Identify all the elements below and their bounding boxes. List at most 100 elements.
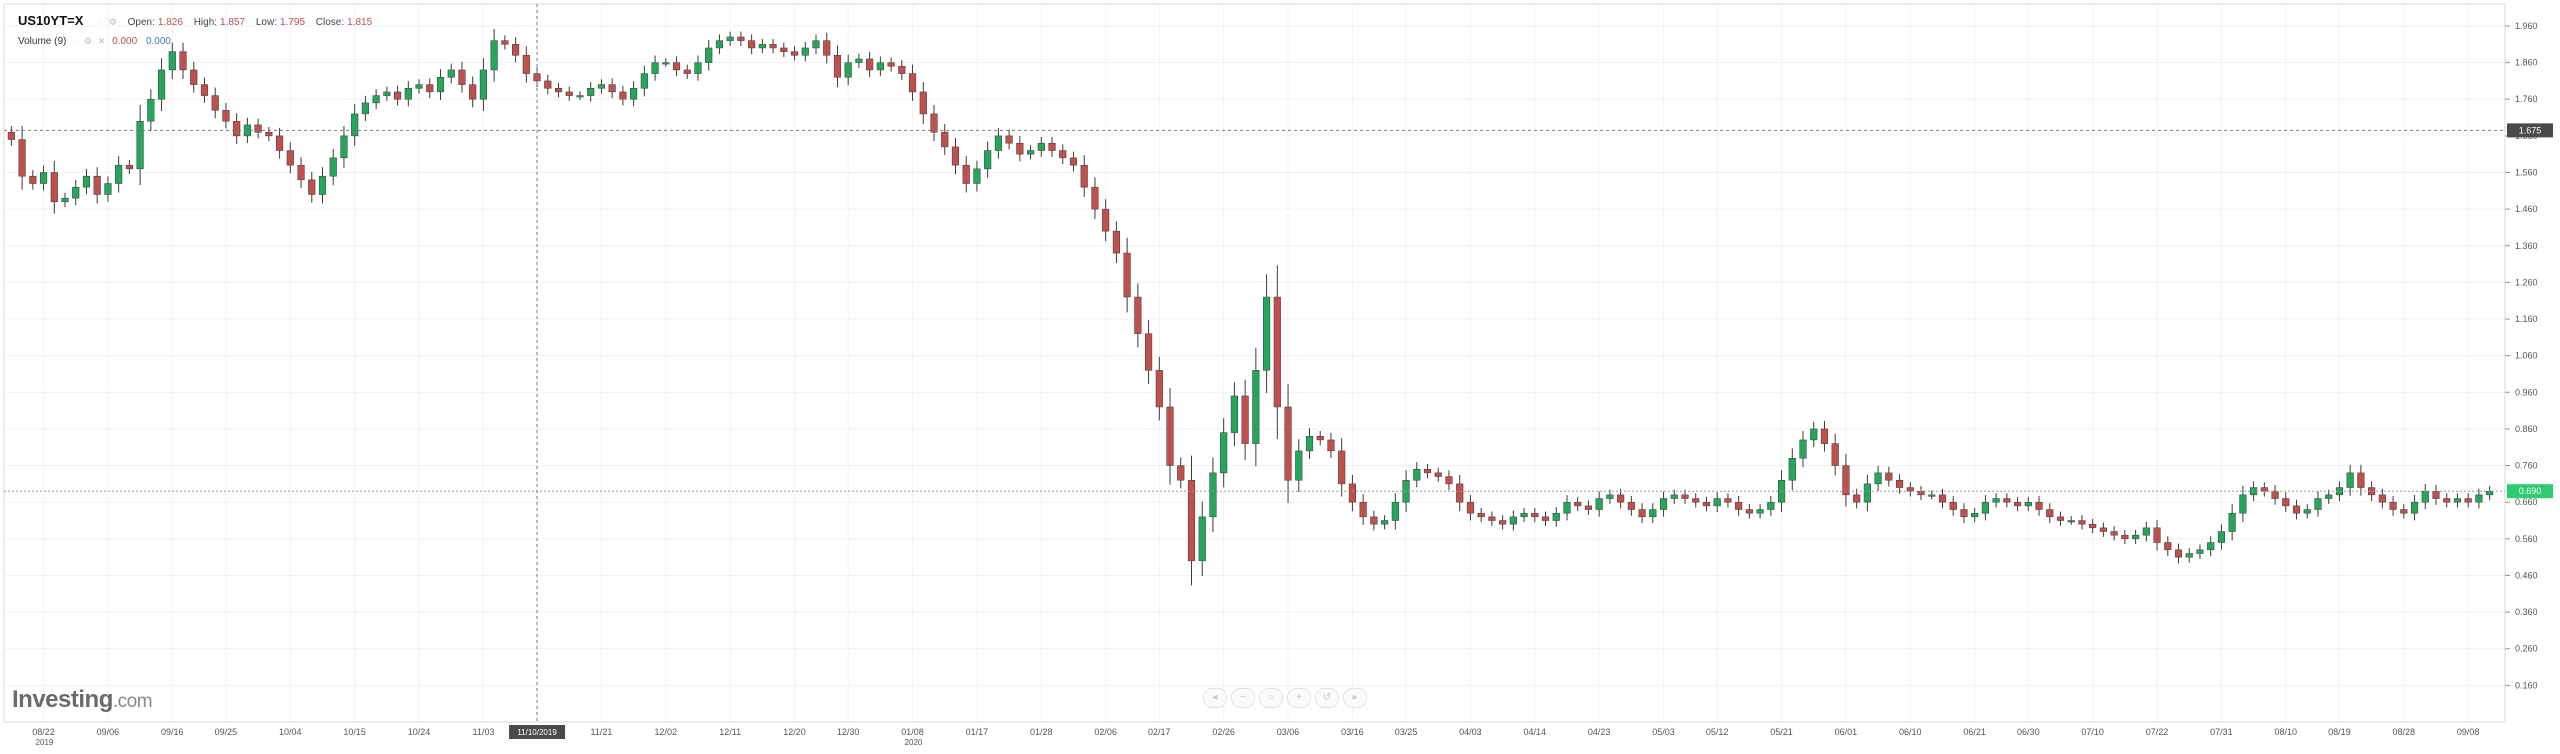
x-year-label: 2020 [905,738,923,747]
candle [705,39,713,71]
candle-body [694,62,702,74]
crosshair-date-label: 11/10/2019 [517,728,557,737]
candle [1445,470,1453,491]
candle-body [157,69,166,100]
candle [72,180,80,206]
candle-body [458,69,466,85]
candle-body [597,84,606,89]
candle [2014,496,2022,512]
candle [1863,474,1871,512]
candle-body [1466,501,1475,514]
candle-body [318,175,327,195]
candle-body [275,135,284,151]
candle [1423,463,1432,479]
candle-body [1810,428,1818,441]
x-tick-label: 12/02 [655,727,678,737]
candle-body [168,51,176,71]
candle [951,137,960,175]
candle-body [2153,527,2161,543]
candle [1574,496,1582,512]
last-price-label: 0.690 [2519,486,2542,496]
candle-body [2239,494,2247,514]
candle [1938,488,1947,509]
candle-body [2453,498,2462,503]
candle-body [2174,549,2183,558]
candle [576,91,584,100]
candle-body [1059,150,1067,159]
candle [844,54,852,86]
reset-icon[interactable]: ↺ [1315,688,1339,708]
volume-settings-icon[interactable]: ⚙ [83,36,92,46]
candle [1659,491,1668,517]
candle [254,118,262,139]
candle-body [1252,370,1260,444]
candle [2121,529,2129,545]
candle-body [222,109,230,122]
candle-body [1359,501,1367,518]
candle [855,53,863,68]
x-tick-label: 03/16 [1341,727,1364,737]
x-tick-label: 05/03 [1652,727,1675,737]
y-tick-label: 0.760 [2515,461,2538,471]
candle [1091,177,1099,220]
candle [630,81,638,107]
candle-body [812,40,820,49]
zoom-out-icon[interactable]: − [1231,688,1255,708]
x-tick-label: 09/25 [215,727,238,737]
candle [1788,448,1796,491]
candle-body [930,113,938,133]
candle [1702,496,1711,512]
candle-body [211,95,219,111]
scroll-left-icon[interactable]: ◂ [1203,688,1227,708]
candle-body [1853,494,1861,503]
x-tick-label: 04/23 [1588,727,1611,737]
candle [1584,500,1593,515]
candle [2239,485,2247,523]
volume-eye-icon[interactable]: ◌ [72,36,78,46]
candle [147,89,155,132]
candle [479,58,487,111]
candle [2400,504,2408,519]
candle [898,60,906,80]
candle [2024,496,2032,512]
candle-body [2346,472,2354,488]
candle-body [469,84,477,100]
x-tick-label: 06/21 [1963,727,1986,737]
candle-body [619,91,627,100]
zoom-icon[interactable]: ○ [1259,688,1283,708]
candle [2132,529,2140,545]
candle [2174,543,2183,564]
candle-body [1949,501,1957,510]
eye-icon[interactable]: ◌ [97,17,103,27]
volume-label: Volume (9) [18,36,67,47]
candle [2292,499,2301,520]
candle [125,159,133,175]
candle [501,35,509,50]
scroll-right-icon[interactable]: ▸ [1343,688,1367,708]
candle [1338,438,1346,497]
candle [93,167,101,204]
volume-close-icon[interactable]: ✕ [97,36,106,46]
candle [50,160,58,214]
x-tick-label: 07/31 [2210,727,2233,737]
settings-icon[interactable]: ⚙ [108,17,117,27]
candle [426,78,434,99]
zoom-in-icon[interactable]: + [1287,688,1311,708]
candle-body [2142,527,2150,536]
candle-body [265,131,273,137]
candle [2389,495,2397,516]
candle-body [1423,468,1432,474]
crosshair-price-label: 1.675 [2519,125,2542,135]
x-tick-label: 02/17 [1148,727,1171,737]
candle [2410,495,2419,521]
x-tick-label: 12/11 [719,727,741,737]
x-tick-label: 01/17 [966,727,989,737]
candle-body [1413,468,1421,481]
candle-body [2260,487,2268,492]
candle-body [297,164,305,181]
candle [758,38,766,54]
candle-body [1166,406,1174,466]
candle [662,58,670,68]
